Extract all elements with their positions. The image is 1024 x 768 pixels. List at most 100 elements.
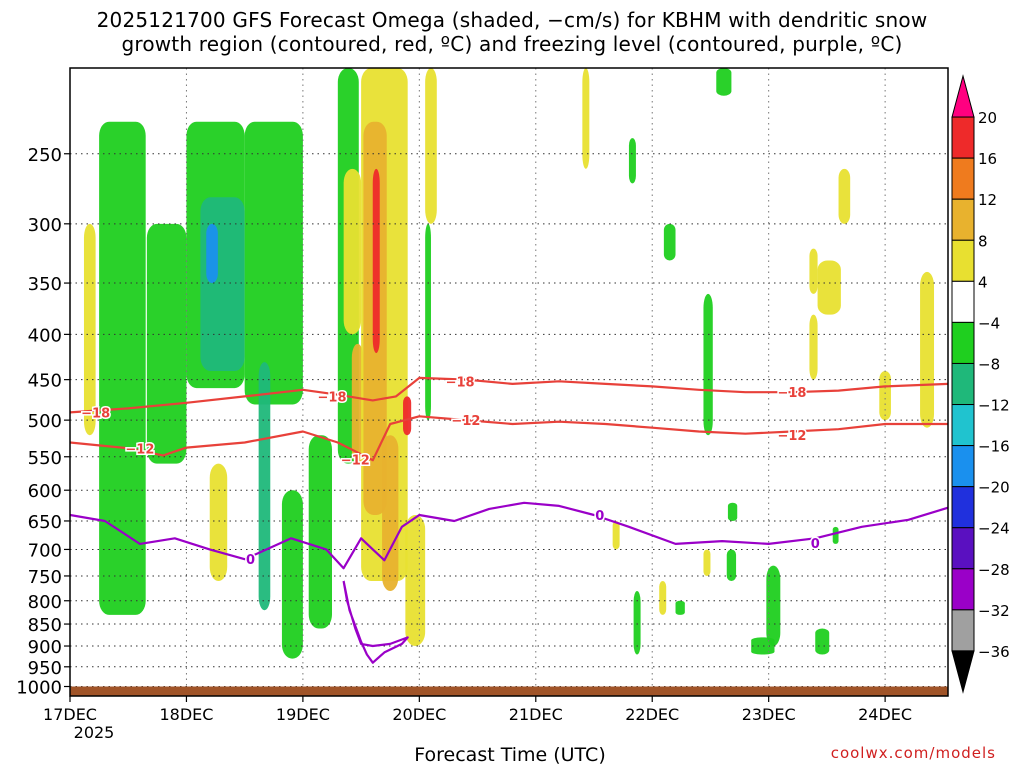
y-tick-label-7: 600 <box>28 481 62 502</box>
colorbar-label-7: −12 <box>978 397 1010 415</box>
y-tick-label-3: 400 <box>28 325 62 346</box>
y-tick-label-8: 650 <box>28 512 62 533</box>
omega-region-24 <box>612 520 620 550</box>
y-tick-label-13: 900 <box>28 637 62 658</box>
x-tick-label-1: 18DEC <box>159 705 213 724</box>
colorbar-band-9 <box>951 445 975 488</box>
omega-region-0 <box>99 121 146 615</box>
colorbar-label-9: −20 <box>978 479 1010 497</box>
omega-region-25 <box>633 591 641 655</box>
isotherm-minus18-label-1: −18 <box>318 390 347 405</box>
freezing-level-label-1: 0 <box>595 509 604 524</box>
y-axis: 2503003504004505005506006507007508008509… <box>16 145 70 699</box>
colorbar-band-2 <box>951 157 975 200</box>
x-year-label: 2025 <box>74 723 115 742</box>
x-axis: 17DEC 18DEC 19DEC 20DEC 21DEC 22DEC 23DEC 24DEC… <box>43 696 912 742</box>
isotherm-minus18-label-2: −18 <box>446 375 475 390</box>
colorbar-band-8 <box>951 404 975 447</box>
omega-region-12 <box>343 168 362 335</box>
colorbar-label-8: −16 <box>978 438 1010 456</box>
colorbar-band-13 <box>951 609 975 652</box>
omega-shading <box>83 68 935 659</box>
omega-region-27 <box>659 581 667 615</box>
colorbar-band-14 <box>951 650 975 694</box>
colorbar-band-0 <box>951 74 975 118</box>
isotherm-minus12-line <box>70 415 948 462</box>
colorbar-band-12 <box>951 568 975 611</box>
omega-region-36 <box>815 628 830 655</box>
omega-region-3 <box>200 197 245 372</box>
colorbar-label-12: −32 <box>978 602 1010 620</box>
isotherm-minus12-label-2: −12 <box>451 414 480 429</box>
x-tick-label-3: 20DEC <box>392 705 446 724</box>
colorbar-label-11: −28 <box>978 561 1010 579</box>
colorbar-label-1: 16 <box>978 150 997 168</box>
colorbar-label-4: 4 <box>978 273 988 291</box>
omega-region-19 <box>405 515 426 647</box>
colorbar-band-10 <box>951 486 975 529</box>
y-tick-label-0: 250 <box>28 145 62 166</box>
y-tick-label-15: 1000 <box>16 678 62 699</box>
x-tick-label-6: 23DEC <box>742 705 796 724</box>
omega-region-5 <box>244 121 303 405</box>
colorbar-band-7 <box>951 362 975 406</box>
x-tick-label-5: 22DEC <box>625 705 679 724</box>
isotherm-minus18-label-3: −18 <box>777 386 806 401</box>
omega-region-31 <box>703 549 711 576</box>
omega-region-30 <box>716 68 732 96</box>
isotherm-minus12-label-0: −12 <box>125 442 154 457</box>
freezing-level-label-0: 0 <box>246 553 255 568</box>
x-tick-label-7: 24DEC <box>858 705 912 724</box>
y-tick-label-4: 450 <box>28 371 62 392</box>
colorbar-band-5 <box>951 280 975 323</box>
omega-region-32 <box>727 502 738 521</box>
omega-region-22 <box>582 68 590 169</box>
colorbar: 20 16 12 8 4 −4 −8 −12 −16 −20 −24 −28 −32 −36 <box>951 74 1010 694</box>
isotherm-minus12-label-1: −12 <box>341 454 370 469</box>
colorbar-band-4 <box>951 239 975 282</box>
omega-region-17 <box>403 396 412 436</box>
omega-region-9 <box>209 463 228 582</box>
freezing-level-label-2: 0 <box>811 537 820 552</box>
ground-surface <box>70 686 948 696</box>
omega-region-37 <box>809 248 818 294</box>
isotherm-minus18-line <box>70 376 948 414</box>
x-tick-label-2: 19DEC <box>276 705 330 724</box>
omega-region-1 <box>146 223 187 464</box>
colorbar-label-5: −4 <box>978 314 1000 332</box>
omega-region-41 <box>832 526 839 544</box>
y-tick-label-5: 500 <box>28 411 62 432</box>
colorbar-label-10: −24 <box>978 520 1010 538</box>
omega-region-13 <box>351 343 364 464</box>
omega-region-23 <box>628 138 636 184</box>
freezing-level-line <box>70 501 948 570</box>
colorbar-label-3: 8 <box>978 232 988 250</box>
omega-region-33 <box>726 549 737 582</box>
omega-region-20 <box>425 68 437 224</box>
y-tick-label-14: 950 <box>28 658 62 679</box>
y-tick-label-12: 850 <box>28 615 62 636</box>
y-tick-label-1: 300 <box>28 215 62 236</box>
y-tick-label-10: 750 <box>28 567 62 588</box>
contours: −18 −18 −18 −18 −12 −12 −12 −12 0 0 0 <box>70 374 948 664</box>
y-tick-label-6: 550 <box>28 448 62 469</box>
omega-region-26 <box>663 223 676 261</box>
chart-title-line1: 2025121700 GFS Forecast Omega (shaded, −… <box>96 8 928 32</box>
omega-region-4 <box>206 223 218 284</box>
colorbar-label-0: 20 <box>978 109 997 127</box>
omega-region-29 <box>703 293 713 436</box>
colorbar-label-13: −36 <box>978 643 1010 661</box>
omega-region-21 <box>425 223 431 421</box>
isotherm-minus12-label-3: −12 <box>777 429 806 444</box>
omega-region-10 <box>83 223 96 436</box>
colorbar-band-11 <box>951 527 975 570</box>
y-tick-label-9: 700 <box>28 540 62 561</box>
isotherm-minus18-label-0: −18 <box>81 406 110 421</box>
chart-title-line2: growth region (contoured, red, ºC) and f… <box>121 32 903 56</box>
omega-region-43 <box>920 271 935 428</box>
credit-text: coolwx.com/models <box>830 744 996 762</box>
y-tick-label-2: 350 <box>28 274 62 295</box>
colorbar-label-2: 12 <box>978 191 997 209</box>
omega-region-35 <box>751 637 775 655</box>
